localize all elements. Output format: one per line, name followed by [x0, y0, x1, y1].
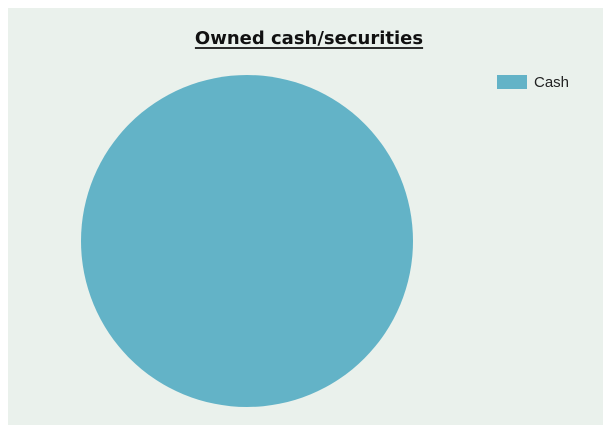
- chart-title: Owned cash/securities: [195, 28, 423, 49]
- legend-swatch: [497, 75, 527, 89]
- legend-label: Cash: [534, 74, 569, 91]
- pie-slices: [81, 75, 413, 407]
- pie-slice-cash: [81, 75, 413, 407]
- legend: Cash: [497, 74, 569, 91]
